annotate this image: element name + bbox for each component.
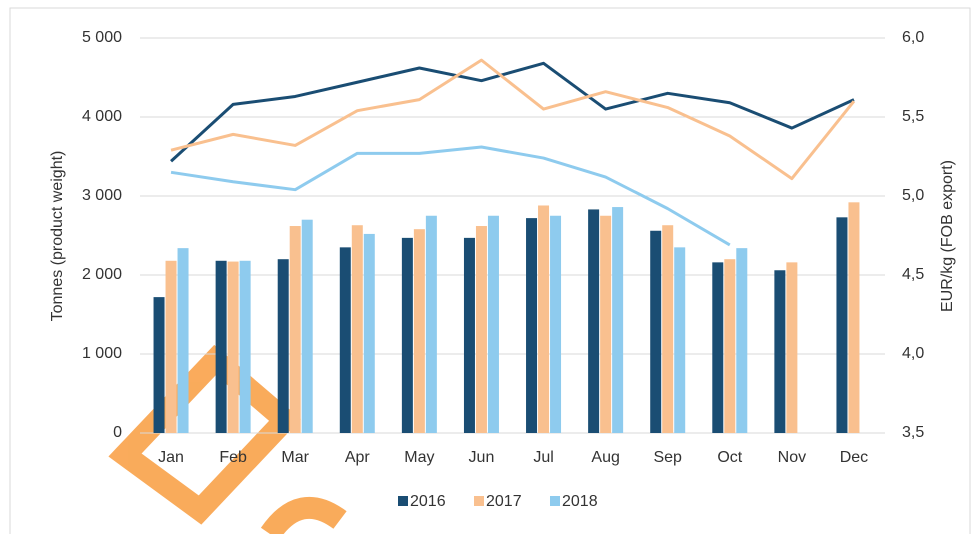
bar [340, 247, 351, 433]
bar [612, 207, 623, 433]
bar [426, 216, 437, 433]
bar [278, 259, 289, 433]
x-tick-label: Mar [281, 449, 309, 466]
bar [774, 270, 785, 433]
x-tick-label: Feb [219, 449, 247, 466]
y-tick-label: 0 [113, 424, 122, 441]
bar [836, 217, 847, 433]
chart: Tonnes (product weight) EUR/kg (FOB expo… [0, 0, 980, 534]
legend-swatch [550, 496, 560, 506]
y2-tick-label: 5,5 [902, 108, 924, 125]
bar [550, 216, 561, 433]
y-tick-label: 3 000 [82, 187, 122, 204]
x-tick-label: Aug [591, 449, 619, 466]
legend-swatch [398, 496, 408, 506]
x-tick-label: Dec [840, 449, 868, 466]
x-tick-label: Jun [469, 449, 495, 466]
bar [736, 248, 747, 433]
y2-tick-label: 5,0 [902, 187, 924, 204]
bar [402, 238, 413, 433]
y2-tick-label: 3,5 [902, 424, 924, 441]
y2-axis-label: EUR/kg (FOB export) [939, 160, 956, 312]
bar [290, 226, 301, 433]
bar [526, 218, 537, 433]
y-tick-label: 2 000 [82, 266, 122, 283]
bar [364, 234, 375, 433]
bar [166, 261, 177, 433]
bar [154, 297, 165, 433]
bar [240, 261, 251, 433]
bar [712, 262, 723, 433]
x-tick-label: Jul [533, 449, 553, 466]
bar [674, 247, 685, 433]
y2-tick-label: 6,0 [902, 29, 924, 46]
y-tick-label: 5 000 [82, 29, 122, 46]
bar [228, 262, 239, 433]
bar [464, 238, 475, 433]
legend-label: 2017 [486, 493, 522, 510]
legend-label: 2018 [562, 493, 598, 510]
y-tick-label: 4 000 [82, 108, 122, 125]
x-tick-label: Apr [345, 449, 371, 466]
bar [848, 202, 859, 433]
bar [302, 220, 313, 433]
y2-tick-label: 4,0 [902, 345, 924, 362]
y-tick-label: 1 000 [82, 345, 122, 362]
bar [600, 216, 611, 433]
bar [724, 259, 735, 433]
legend-swatch [474, 496, 484, 506]
bar [488, 216, 499, 433]
bar [414, 229, 425, 433]
bar [650, 231, 661, 433]
bar [588, 209, 599, 433]
y-axis-label: Tonnes (product weight) [49, 151, 66, 322]
bar [538, 205, 549, 433]
x-tick-label: Sep [653, 449, 682, 466]
x-tick-label: Nov [778, 449, 806, 466]
x-tick-label: Oct [717, 449, 742, 466]
bar [216, 261, 227, 433]
bar [786, 262, 797, 433]
bar [662, 225, 673, 433]
x-tick-label: May [404, 449, 434, 466]
y2-tick-label: 4,5 [902, 266, 924, 283]
x-tick-label: Jan [158, 449, 184, 466]
bar [476, 226, 487, 433]
bar [178, 248, 189, 433]
legend-label: 2016 [410, 493, 446, 510]
bar [352, 225, 363, 433]
